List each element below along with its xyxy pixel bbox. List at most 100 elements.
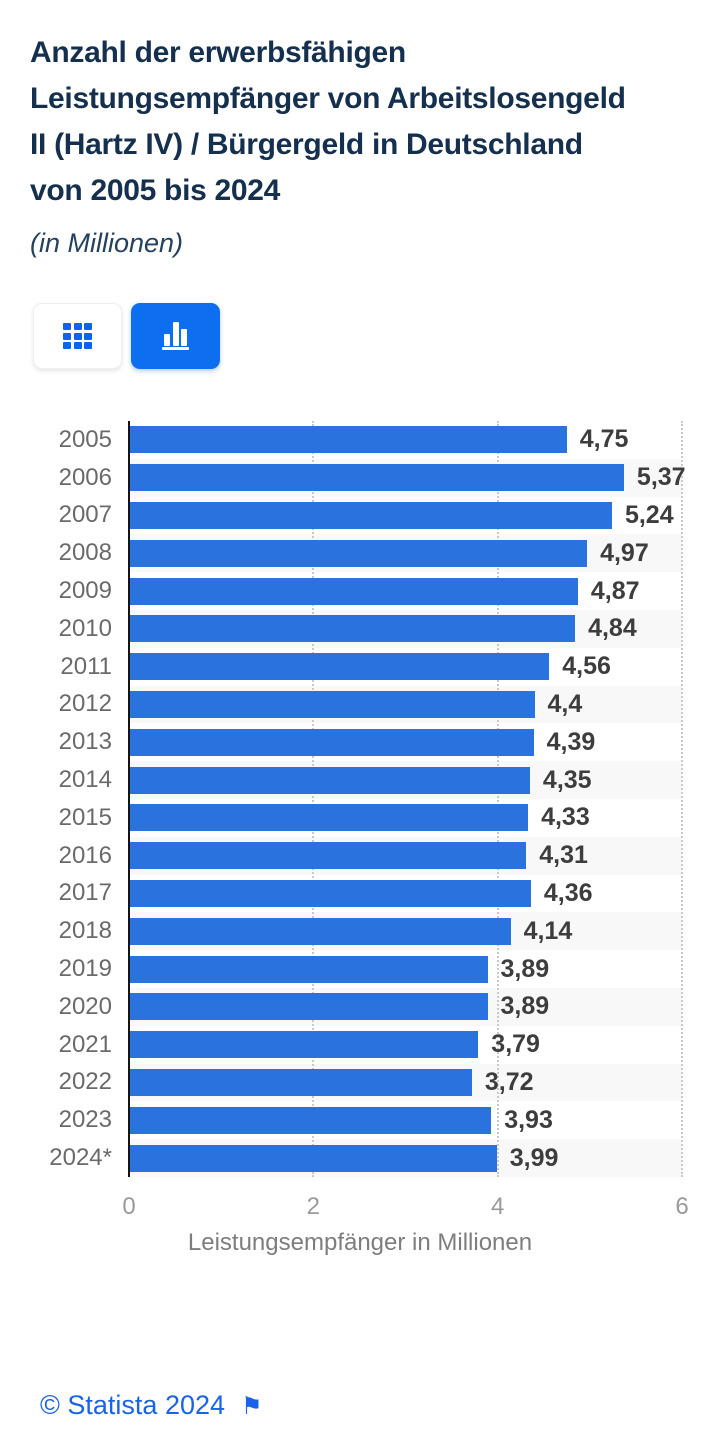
bar[interactable]	[129, 690, 535, 718]
bar-value-label: 4,87	[590, 576, 640, 605]
bar[interactable]	[129, 615, 576, 643]
x-axis: 0 2 4 6	[0, 1177, 720, 1221]
bar-chart: 2005 4,75 2006 5,37 2007 5,24 2008 4,97 2009 4,87…	[0, 421, 720, 1257]
table-view-button[interactable]	[33, 303, 122, 369]
row-plot-band: 4,4	[129, 685, 682, 724]
row-plot-band: 3,99	[129, 1139, 682, 1177]
y-axis-category-label: 2023	[58, 1106, 112, 1134]
bar-value-label: 3,99	[509, 1143, 559, 1172]
bar[interactable]	[129, 879, 531, 907]
bar-row: 2022 3,72	[0, 1063, 720, 1102]
bar-value-label: 3,89	[500, 992, 550, 1021]
bar[interactable]	[129, 464, 624, 492]
x-axis-title: Leistungsempfänger in Millionen	[187, 1228, 533, 1256]
grid-icon	[63, 323, 92, 349]
row-plot-band: 4,14	[129, 912, 682, 951]
row-plot-band: 3,89	[129, 987, 682, 1026]
bar-value-label: 4,39	[546, 727, 596, 756]
bar[interactable]	[129, 993, 488, 1021]
chart-header: Anzahl der erwerbsfähigen Leistungsempfä…	[0, 0, 720, 259]
bar[interactable]	[129, 766, 530, 794]
bar[interactable]	[129, 917, 511, 945]
y-axis-category-label: 2006	[58, 463, 112, 491]
row-plot-band: 4,84	[129, 609, 682, 648]
bar-value-label: 4,14	[523, 916, 573, 945]
bar-value-label: 5,37	[636, 463, 686, 492]
row-plot-band: 3,72	[129, 1063, 682, 1102]
bar-row: 2024* 3,99	[0, 1139, 720, 1177]
bar-row: 2011 4,56	[0, 648, 720, 686]
y-axis-category-label: 2021	[58, 1030, 112, 1058]
bar[interactable]	[129, 842, 527, 870]
bar[interactable]	[129, 577, 578, 605]
y-axis-category-label: 2013	[58, 728, 112, 756]
bar-row: 2006 5,37	[0, 458, 720, 497]
bar-row: 2008 4,97	[0, 534, 720, 573]
row-plot-band: 5,24	[129, 497, 682, 535]
chart-subtitle: (in Millionen)	[30, 228, 184, 258]
y-axis-category-label: 2022	[58, 1068, 112, 1096]
y-axis-category-label: 2016	[58, 841, 112, 869]
bar-row: 2017 4,36	[0, 875, 720, 913]
bar-chart-icon	[162, 322, 189, 350]
bar-row: 2020 3,89	[0, 987, 720, 1026]
y-axis-category-label: 2011	[60, 652, 112, 680]
chart-footer: © Statista 2024 ⚑	[40, 1390, 263, 1421]
bar-value-label: 4,33	[541, 803, 590, 832]
bar-value-label: 3,89	[500, 954, 550, 983]
bar-value-label: 3,93	[504, 1105, 553, 1134]
y-axis-category-label: 2008	[58, 539, 112, 567]
bar[interactable]	[129, 1068, 472, 1096]
chart-title: Anzahl der erwerbsfähigen Leistungsempfä…	[30, 36, 626, 207]
bar[interactable]	[129, 955, 488, 983]
x-tick-label: 6	[675, 1192, 689, 1220]
y-axis-category-label: 2005	[58, 425, 112, 453]
x-tick-label: 4	[490, 1192, 505, 1220]
chart-plot-area: 2005 4,75 2006 5,37 2007 5,24 2008 4,97 2009 4,87…	[0, 421, 720, 1177]
bar[interactable]	[129, 1144, 497, 1172]
row-plot-band: 3,89	[129, 950, 682, 988]
row-plot-band: 4,56	[129, 648, 682, 686]
bar-row: 2005 4,75	[0, 421, 720, 459]
row-plot-band: 4,31	[129, 836, 682, 875]
bar[interactable]	[129, 804, 529, 832]
bar-value-label: 4,84	[588, 614, 637, 643]
row-plot-band: 4,33	[129, 799, 682, 837]
bar-row: 2016 4,31	[0, 836, 720, 875]
y-axis-category-label: 2009	[58, 577, 112, 605]
bar-row: 2012 4,4	[0, 685, 720, 724]
bar[interactable]	[129, 501, 612, 529]
row-plot-band: 4,39	[129, 723, 682, 761]
row-plot-band: 4,97	[129, 534, 682, 573]
y-axis-category-label: 2014	[58, 766, 112, 794]
row-plot-band: 4,36	[129, 875, 682, 913]
y-axis-category-label: 2012	[58, 690, 112, 718]
y-axis-category-label: 2007	[58, 501, 112, 529]
statista-copyright-link[interactable]: © Statista 2024	[40, 1390, 226, 1420]
bar-value-label: 4,75	[579, 425, 629, 454]
bar[interactable]	[129, 653, 550, 681]
bar[interactable]	[129, 1106, 492, 1134]
bar-value-label: 5,24	[624, 500, 674, 529]
bar[interactable]	[129, 1031, 479, 1059]
bar[interactable]	[129, 728, 534, 756]
bar[interactable]	[129, 539, 588, 567]
view-toggle-toolbar	[33, 303, 720, 369]
bar-value-label: 4,36	[543, 878, 593, 907]
row-plot-band: 4,35	[129, 761, 682, 799]
bar-value-label: 3,79	[491, 1030, 540, 1059]
bar[interactable]	[129, 426, 567, 454]
bar-row: 2018 4,14	[0, 912, 720, 951]
row-plot-band: 3,79	[129, 1026, 682, 1064]
x-tick-label: 0	[122, 1192, 136, 1220]
flag-icon[interactable]: ⚑	[241, 1391, 263, 1420]
row-plot-band: 3,93	[129, 1101, 682, 1139]
x-tick-label: 2	[306, 1192, 321, 1220]
y-axis-category-label: 2015	[58, 803, 112, 831]
row-plot-band: 4,75	[129, 421, 682, 459]
bar-row: 2009 4,87	[0, 572, 720, 610]
y-axis-category-label: 2020	[58, 992, 112, 1020]
chart-view-button[interactable]	[131, 303, 220, 369]
bar-row: 2023 3,93	[0, 1101, 720, 1139]
bar-value-label: 4,56	[562, 652, 611, 681]
